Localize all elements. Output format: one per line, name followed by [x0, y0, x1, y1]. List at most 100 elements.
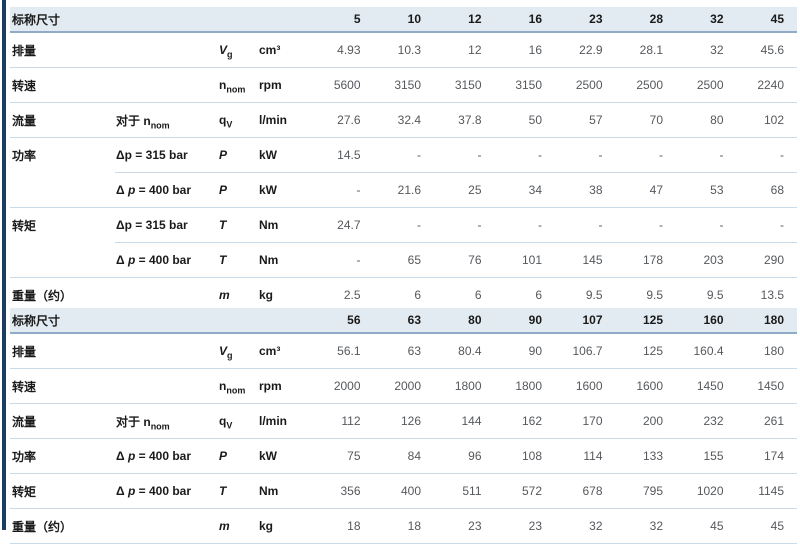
value-cell: 45 [676, 508, 737, 544]
row-symbol: P [218, 172, 258, 208]
value-cell: - [555, 137, 616, 173]
value-cell: - [555, 207, 616, 243]
value-cell: 84 [373, 438, 435, 474]
row-symbol: m [218, 508, 258, 544]
row-unit: kg [258, 277, 314, 313]
row-unit: kg [258, 508, 314, 544]
value-cell: 106.7 [555, 333, 616, 369]
value-cell: 76 [434, 242, 495, 278]
value-cell: 38 [555, 172, 616, 208]
value-cell: - [313, 172, 374, 208]
value-cell: 25 [434, 172, 495, 208]
row-torque-315bar: 转矩 Δp = 315 bar T Nm 24.7 - - - - - - - [10, 207, 798, 243]
value-cell: 101 [494, 242, 556, 278]
size-header: 28 [615, 7, 677, 33]
row-power-400bar: 功率 Δ p = 400 bar P kW 75 84 96 108 114 1… [10, 438, 798, 474]
value-cell: 90 [494, 333, 556, 369]
value-cell: - [736, 137, 798, 173]
value-cell: 232 [676, 403, 737, 439]
row-symbol: T [218, 242, 258, 278]
row-label: 功率 [10, 438, 115, 474]
value-cell: 22.9 [555, 32, 616, 68]
value-cell: 155 [676, 438, 737, 474]
value-cell: - [373, 137, 435, 173]
value-cell: 70 [615, 102, 677, 138]
value-cell: 80.4 [434, 333, 495, 369]
row-unit: rpm [258, 368, 314, 404]
row-label: 流量 [10, 102, 115, 138]
row-flow: 流量 对于 nnom qV l/min 27.6 32.4 37.8 50 57… [10, 102, 798, 138]
value-cell: 2000 [313, 368, 374, 404]
value-cell: 125 [615, 333, 677, 369]
spec-table-2: 标称尺寸 56 63 80 90 107 125 160 180 排量 Vg c… [10, 308, 798, 544]
row-unit: rpm [258, 67, 314, 103]
value-cell: 112 [313, 403, 374, 439]
value-cell: 400 [373, 473, 435, 509]
value-cell: 290 [736, 242, 798, 278]
size-header: 107 [555, 308, 616, 334]
value-cell: 65 [373, 242, 435, 278]
value-cell: 6 [373, 277, 435, 313]
row-unit: Nm [258, 242, 314, 278]
spec-table-1-grid: 标称尺寸 5 10 12 16 23 28 32 45 排量 Vg cm³ 4.… [10, 7, 798, 313]
value-cell: 133 [615, 438, 677, 474]
value-cell: 1800 [494, 368, 556, 404]
value-cell: 12 [434, 32, 495, 68]
row-label: 转速 [10, 67, 115, 103]
value-cell: - [494, 207, 556, 243]
row-condition [115, 368, 218, 404]
row-displacement: 排量 Vg cm³ 4.93 10.3 12 16 22.9 28.1 32 4… [10, 32, 798, 68]
value-cell: 23 [434, 508, 495, 544]
value-cell: - [615, 137, 677, 173]
row-condition: Δ p = 400 bar [115, 438, 218, 474]
row-unit: kW [258, 438, 314, 474]
row-label: 流量 [10, 403, 115, 439]
row-unit: cm³ [258, 333, 314, 369]
value-cell: - [434, 207, 495, 243]
row-condition: Δp = 315 bar [115, 207, 218, 243]
value-cell: 1600 [555, 368, 616, 404]
spec-table-2-grid: 标称尺寸 56 63 80 90 107 125 160 180 排量 Vg c… [10, 308, 798, 544]
row-symbol: nnom [218, 368, 258, 404]
spec-table-1: 标称尺寸 5 10 12 16 23 28 32 45 排量 Vg cm³ 4.… [10, 7, 798, 313]
size-header: 12 [434, 7, 495, 33]
value-cell: 47 [615, 172, 677, 208]
size-header: 160 [676, 308, 737, 334]
row-symbol: nnom [218, 67, 258, 103]
value-cell: 18 [373, 508, 435, 544]
value-cell: 10.3 [373, 32, 435, 68]
value-cell: 5600 [313, 67, 374, 103]
size-header: 32 [676, 7, 737, 33]
row-label: 转速 [10, 368, 115, 404]
size-header: 10 [373, 7, 435, 33]
row-unit: kW [258, 137, 314, 173]
value-cell: 9.5 [676, 277, 737, 313]
value-cell: - [676, 207, 737, 243]
value-cell: 28.1 [615, 32, 677, 68]
value-cell: 2.5 [313, 277, 374, 313]
value-cell: 114 [555, 438, 616, 474]
row-condition: 对于 nnom [115, 403, 218, 439]
row-label: 重量（约） [10, 277, 115, 313]
value-cell: 2240 [736, 67, 798, 103]
value-cell: 9.5 [615, 277, 677, 313]
value-cell: 2500 [555, 67, 616, 103]
row-symbol: qV [218, 102, 258, 138]
row-condition: Δ p = 400 bar [115, 172, 218, 208]
value-cell: 3150 [373, 67, 435, 103]
size-header: 56 [313, 308, 374, 334]
value-cell: 102 [736, 102, 798, 138]
row-symbol: P [218, 137, 258, 173]
size-header: 16 [494, 7, 556, 33]
row-unit: kW [258, 172, 314, 208]
row-power-400bar: Δ p = 400 bar P kW - 21.6 25 34 38 47 53… [10, 172, 798, 208]
value-cell: 63 [373, 333, 435, 369]
row-symbol: Vg [218, 333, 258, 369]
row-label: 排量 [10, 32, 115, 68]
value-cell: 75 [313, 438, 374, 474]
value-cell: 1450 [736, 368, 798, 404]
nominal-size-label: 标称尺寸 [10, 308, 314, 334]
row-flow: 流量 对于 nnom qV l/min 112 126 144 162 170 … [10, 403, 798, 439]
value-cell: 24.7 [313, 207, 374, 243]
row-power-315bar: 功率 Δp = 315 bar P kW 14.5 - - - - - - - [10, 137, 798, 173]
